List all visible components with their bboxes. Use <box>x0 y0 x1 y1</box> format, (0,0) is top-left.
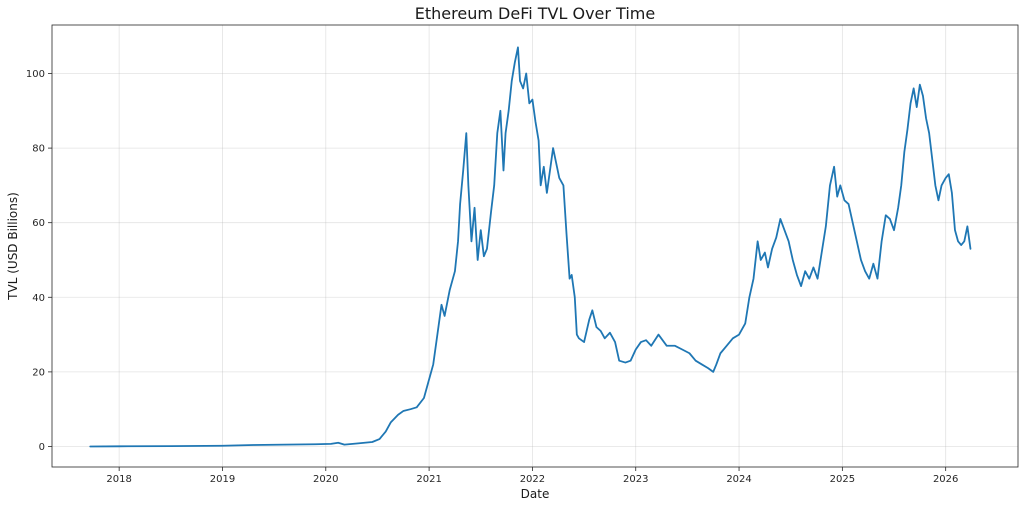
y-tick-label: 0 <box>39 442 45 453</box>
grid-layer <box>52 25 1018 467</box>
series-layer <box>89 46 972 448</box>
plot-frame <box>51 24 1019 468</box>
y-tick-label: 100 <box>26 69 45 80</box>
x-tick-label: 2023 <box>623 474 648 485</box>
x-axis-label: Date <box>521 487 550 501</box>
x-tick-label: 2022 <box>520 474 545 485</box>
y-tick-label: 20 <box>32 367 45 378</box>
x-tick-label: 2019 <box>210 474 235 485</box>
x-tick-label: 2020 <box>313 474 338 485</box>
tvl-series-line <box>89 46 972 448</box>
x-tick-label: 2021 <box>416 474 441 485</box>
x-tick-label: 2024 <box>726 474 751 485</box>
y-axis: 0 20 40 60 80 100 <box>26 69 52 453</box>
x-tick-label: 2025 <box>830 474 855 485</box>
x-axis: 2018 2019 2020 2021 2022 2023 2024 2025 2026 <box>106 467 958 485</box>
y-tick-label: 40 <box>32 293 45 304</box>
y-axis-label: TVL (USD Billions) <box>6 192 20 301</box>
y-tick-label: 60 <box>32 218 45 229</box>
x-tick-label: 2018 <box>106 474 131 485</box>
chart-title: Ethereum DeFi TVL Over Time <box>415 4 655 23</box>
y-tick-label: 80 <box>32 144 45 155</box>
x-tick-label: 2026 <box>933 474 958 485</box>
